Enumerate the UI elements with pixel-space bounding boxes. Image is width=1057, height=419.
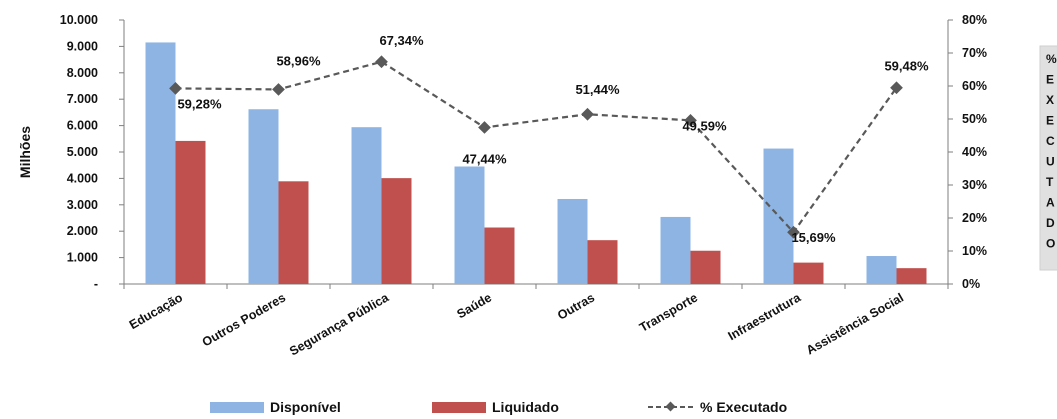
- bar-liquidado: [278, 181, 309, 284]
- side-box-letter: A: [1046, 196, 1055, 210]
- y2-tick-label: 50%: [962, 112, 987, 126]
- category-label: Outras: [555, 290, 597, 322]
- percent-point: [169, 82, 182, 95]
- y2-tick-label: 40%: [962, 145, 987, 159]
- percent-data-label: 67,34%: [379, 33, 424, 48]
- side-box-letter: E: [1046, 114, 1054, 128]
- bar-liquidado: [690, 250, 721, 284]
- y-tick-label: 7.000: [67, 92, 98, 106]
- bar-liquidado: [587, 240, 618, 284]
- legend: Disponível Liquidado % Executado: [210, 399, 787, 415]
- side-box-letter: %: [1046, 52, 1057, 66]
- category-label: Saúde: [455, 290, 495, 321]
- bar-disponivel: [557, 198, 588, 284]
- category-label: Infraestrutura: [726, 290, 804, 343]
- side-box-letter: E: [1046, 73, 1054, 87]
- legend-swatch: [432, 402, 486, 413]
- percent-data-label: 51,44%: [575, 82, 620, 97]
- percent-point: [478, 121, 491, 134]
- percent-data-label: 49,59%: [682, 118, 727, 133]
- y-tick-label: 10.000: [60, 13, 98, 27]
- y-tick-label: 3.000: [67, 198, 98, 212]
- percent-point: [581, 107, 594, 121]
- percent-data-label: 15,69%: [791, 230, 836, 245]
- category-label: Segurança Pública: [287, 290, 392, 359]
- category-label: Outros Poderes: [200, 290, 288, 349]
- y2-tick-label: 70%: [962, 46, 987, 60]
- percent-point: [272, 83, 285, 96]
- y2-tick-label: 30%: [962, 178, 987, 192]
- y-tick-label: 5.000: [67, 145, 98, 159]
- bar-disponivel: [660, 216, 691, 284]
- bar-liquidado: [896, 268, 927, 284]
- y2-tick-label: 20%: [962, 211, 987, 225]
- y-tick-label: 6.000: [67, 119, 98, 133]
- percent-data-label: 47,44%: [462, 151, 507, 166]
- side-box-letter: X: [1046, 93, 1054, 107]
- legend-swatch: [210, 402, 264, 413]
- bar-liquidado: [175, 140, 206, 284]
- side-box-letter: U: [1046, 155, 1055, 169]
- percent-data-label: 58,96%: [276, 53, 321, 68]
- y-tick-label: 2.000: [67, 224, 98, 238]
- side-box-bg: [1039, 45, 1057, 271]
- bar-disponivel: [763, 148, 794, 284]
- y-tick-label: 4.000: [67, 171, 98, 185]
- bar-liquidado: [484, 227, 515, 284]
- side-box-letter: D: [1046, 216, 1055, 230]
- y2-tick-label: 0%: [962, 277, 980, 291]
- percent-data-label: 59,48%: [884, 59, 929, 74]
- y-tick-label: 9.000: [67, 39, 98, 53]
- legend-label: Disponível: [270, 399, 341, 415]
- percent-point: [375, 55, 388, 69]
- data-labels: 59,28% 58,96% 67,34% 47,44% 51,44% 49,59% 15,6…: [177, 33, 929, 245]
- side-box-letter: O: [1046, 237, 1055, 251]
- category-label: Educação: [127, 290, 185, 332]
- y2-tick-label: 10%: [962, 244, 987, 258]
- bar-disponivel: [866, 256, 897, 284]
- bars: [145, 42, 927, 285]
- bar-disponivel: [145, 42, 176, 284]
- bar-liquidado: [793, 262, 824, 284]
- category-label: Assistência Social: [804, 290, 906, 357]
- legend-marker: [665, 401, 676, 412]
- bar-disponivel: [454, 166, 485, 284]
- y-tick-label: 8.000: [67, 66, 98, 80]
- bar-liquidado: [381, 178, 412, 284]
- y-axis-title: Milhões: [17, 126, 33, 178]
- y2-tick-label: 60%: [962, 79, 987, 93]
- legend-label: % Executado: [700, 399, 787, 415]
- y-tick-label: -: [94, 277, 98, 291]
- category-label: Transporte: [637, 290, 700, 334]
- y2-tick-label: 80%: [962, 13, 987, 27]
- y-tick-label: 1.000: [67, 251, 98, 265]
- bar-disponivel: [351, 127, 382, 285]
- legend-label: Liquidado: [492, 399, 559, 415]
- side-box-letter: C: [1046, 134, 1055, 148]
- percent-executado-line: [175, 60, 898, 234]
- percent-data-label: 59,28%: [177, 96, 222, 111]
- bar-disponivel: [248, 109, 279, 285]
- side-box-letter: T: [1046, 175, 1054, 189]
